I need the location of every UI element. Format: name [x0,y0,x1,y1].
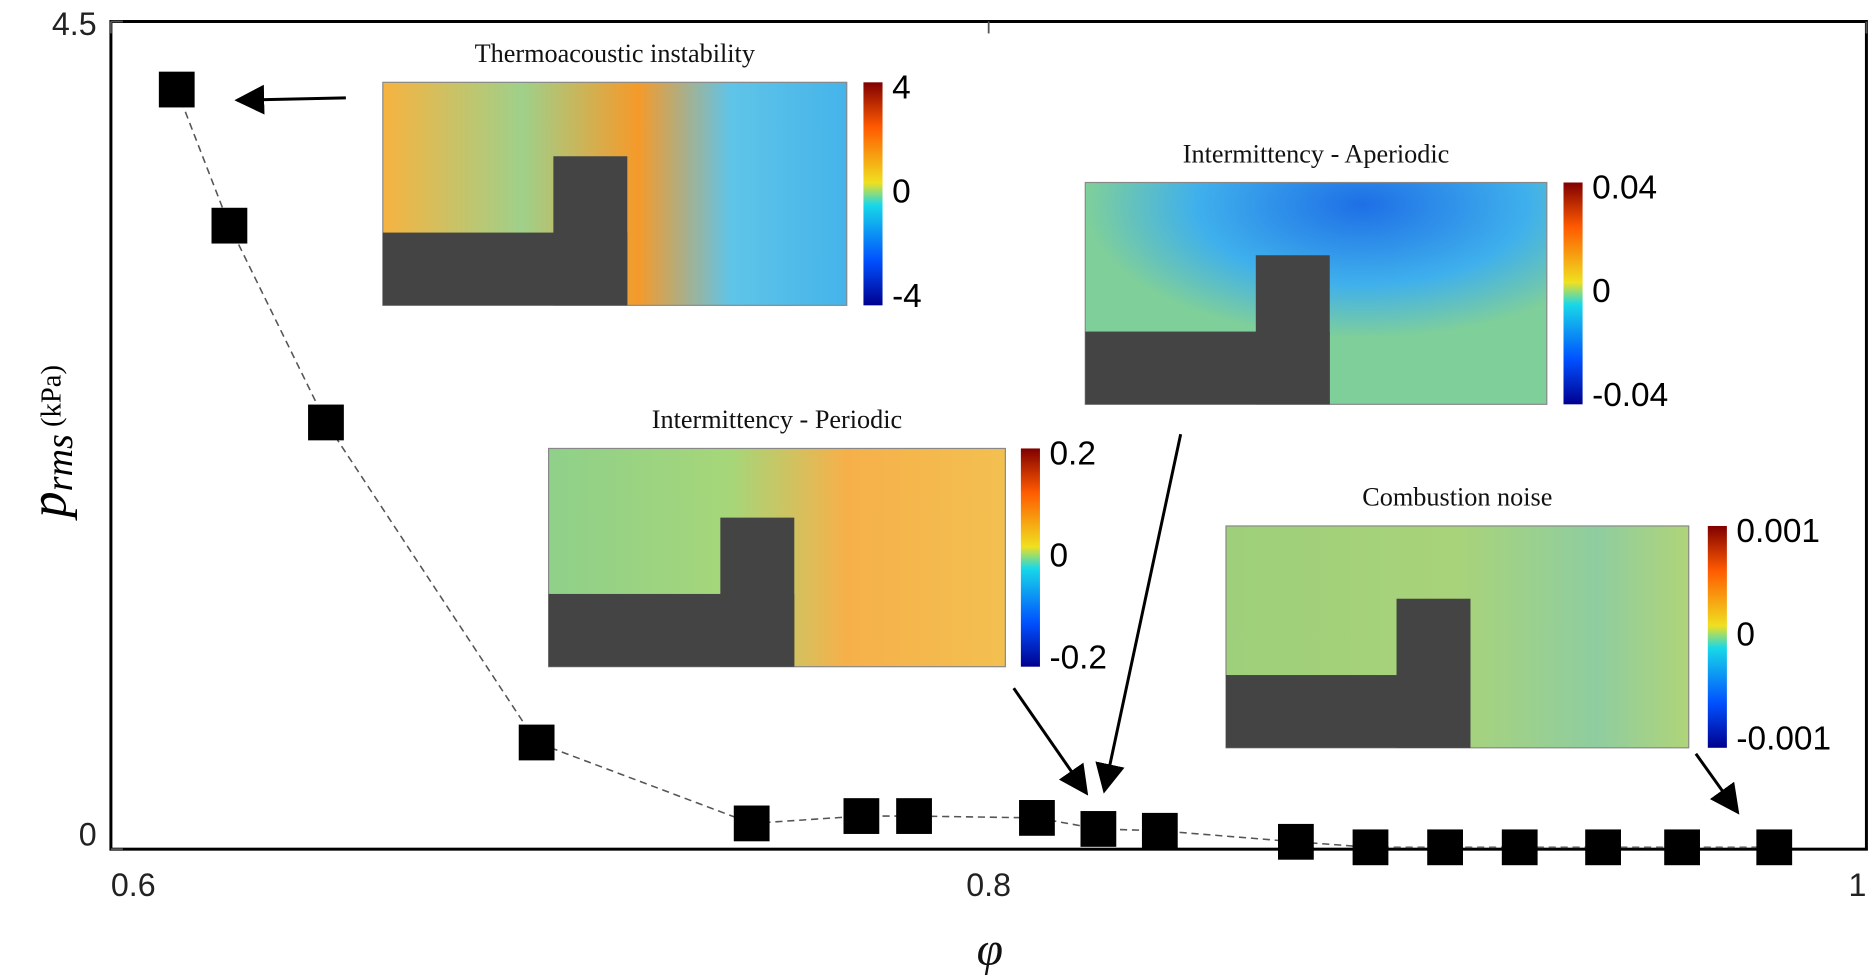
marker [1353,829,1389,865]
colorbar-tick-label: 0.001 [1736,513,1820,550]
colorbar-tick-label: -0.2 [1049,639,1107,676]
x-tick-label: 0.6 [111,867,156,903]
chart: φ prms (kPa) 0.6 0.8 1 0 4.5 Thermoacoustic in… [0,0,1870,978]
colorbar-tick-label: 0 [1592,273,1611,310]
colorbar [1708,526,1727,748]
colorbar-tick-label: -0.001 [1736,720,1831,757]
inset-title: Combustion noise [1362,483,1552,512]
colorbar-tick-label: 4 [892,69,911,106]
colorbar-tick-label: 0 [1736,617,1755,654]
obstacle [553,156,627,305]
colorbar-tick-label: 0.2 [1049,435,1095,472]
marker [1756,829,1792,865]
inset-title: Thermoacoustic instability [475,39,755,68]
marker [1019,800,1055,836]
colorbar-tick-label: 0 [892,174,911,211]
arrow [1696,754,1738,812]
marker [159,72,195,108]
arrow [1104,434,1180,791]
marker [519,725,555,761]
marker [896,798,932,834]
y-tick-label: 4.5 [52,6,97,42]
y-axis-symbol: p [20,491,78,521]
arrow [1014,688,1087,793]
marker [844,798,880,834]
x-tick-label: 1 [1849,867,1867,903]
colorbar-tick-label: -0.04 [1592,377,1668,414]
inset: Intermittency - Periodic 0.2 0 -0.2 [549,405,1107,676]
marker [1502,829,1538,865]
marker [1585,829,1621,865]
colorbar-tick-label: 0.04 [1592,169,1657,206]
obstacle [1397,599,1471,748]
obstacle [720,518,794,667]
x-axis-label: φ [977,923,1003,976]
arrow [237,98,346,100]
colorbar [1021,448,1040,666]
marker [1080,811,1116,847]
y-axis-label: prms (kPa) [20,365,81,522]
inset-title: Intermittency - Periodic [652,405,902,434]
y-axis-subscript: rms [39,434,81,491]
inset-title: Intermittency - Aperiodic [1183,139,1449,168]
marker [308,405,344,441]
x-tick-label: 0.8 [966,867,1011,903]
colorbar [863,82,882,305]
inset: Combustion noise 0.001 0 -0.001 [1226,483,1831,758]
obstacle [1256,255,1330,404]
marker [212,208,248,244]
marker [1142,813,1178,849]
marker [1278,824,1314,860]
marker [734,806,770,842]
y-tick-label: 0 [79,817,97,853]
marker [1427,829,1463,865]
inset: Intermittency - Aperiodic 0.04 0 -0.04 [1085,139,1668,414]
inset: Thermoacoustic instability 4 0 -4 [383,39,922,315]
colorbar-tick-label: 0 [1049,537,1068,574]
colorbar [1564,183,1583,405]
marker [1664,829,1700,865]
y-axis-unit: (kPa) [35,365,67,427]
colorbar-tick-label: -4 [892,278,922,315]
